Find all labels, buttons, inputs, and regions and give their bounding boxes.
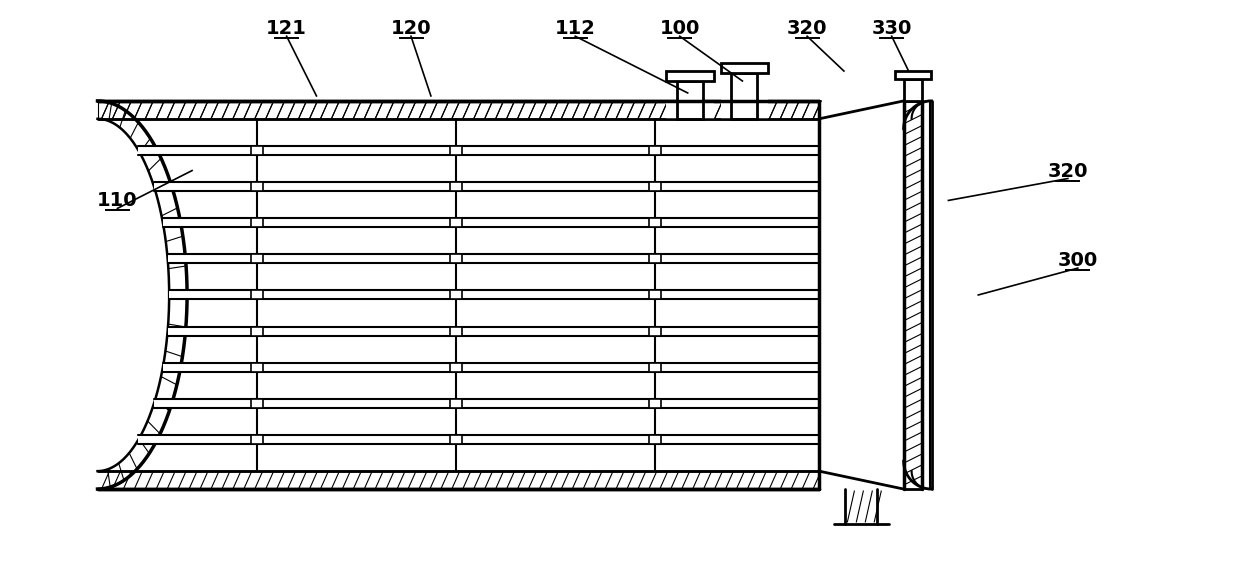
Bar <box>250 146 263 155</box>
Bar <box>154 399 820 408</box>
Text: 320: 320 <box>787 19 827 38</box>
Text: 100: 100 <box>660 19 699 38</box>
Bar <box>450 255 461 263</box>
Bar <box>895 71 930 79</box>
Bar <box>732 73 758 119</box>
Bar <box>666 101 713 119</box>
Bar <box>450 182 461 191</box>
Bar <box>139 146 820 155</box>
Bar <box>250 399 263 408</box>
Bar <box>649 291 661 299</box>
Bar <box>250 327 263 336</box>
Bar <box>450 435 461 444</box>
Bar <box>649 362 661 372</box>
Bar <box>250 291 263 299</box>
Bar <box>450 146 461 155</box>
Text: 330: 330 <box>872 19 911 38</box>
Bar <box>250 218 263 227</box>
Bar <box>666 71 713 81</box>
Bar <box>649 399 661 408</box>
Bar <box>677 81 703 119</box>
Bar <box>169 291 820 299</box>
Text: 112: 112 <box>554 19 595 38</box>
Bar <box>139 435 820 444</box>
Bar <box>250 435 263 444</box>
Text: 320: 320 <box>1048 161 1087 180</box>
Bar <box>649 435 661 444</box>
Bar <box>649 218 661 227</box>
Bar <box>450 218 461 227</box>
Bar <box>250 362 263 372</box>
Bar <box>720 96 769 119</box>
Bar <box>649 146 661 155</box>
Bar <box>250 182 263 191</box>
Bar <box>450 399 461 408</box>
Text: 300: 300 <box>1058 251 1097 270</box>
Text: 110: 110 <box>97 191 138 211</box>
Bar <box>450 327 461 336</box>
Bar <box>649 327 661 336</box>
Bar <box>904 79 921 101</box>
Bar <box>167 327 820 336</box>
Bar <box>720 63 769 73</box>
Bar <box>154 182 820 191</box>
Bar <box>450 291 461 299</box>
Bar <box>162 362 820 372</box>
Bar <box>649 182 661 191</box>
Bar <box>649 255 661 263</box>
Bar <box>167 255 820 263</box>
Bar <box>162 218 820 227</box>
Bar <box>250 255 263 263</box>
Bar <box>450 362 461 372</box>
Text: 121: 121 <box>267 19 308 38</box>
Bar <box>720 101 769 119</box>
Text: 120: 120 <box>391 19 432 38</box>
